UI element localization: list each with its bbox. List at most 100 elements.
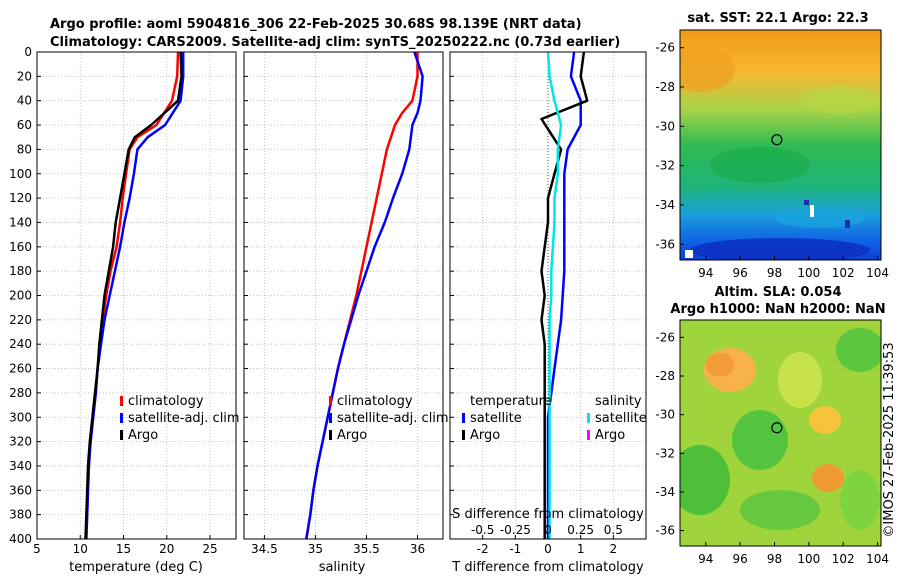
y-tick-label: 0 (24, 45, 32, 59)
difference-panel: -2 -1 0 1 2 S difference from climatology -0… (449, 51, 647, 575)
legend-argo: Argo (128, 428, 158, 443)
argo-line (84, 51, 183, 540)
sst-argo-marker (771, 134, 783, 146)
salinity-panel: 34.5 35 35.5 36 salinity climatology satell… (243, 51, 449, 575)
sst-map-title: sat. SST: 22.1 Argo: 22.3 (687, 11, 868, 26)
x-tick-label: 35.5 (353, 542, 380, 556)
top-tick-label: -0.5 (471, 523, 494, 537)
y-tick-label: 360 (9, 483, 32, 497)
x-tick-label: 34.5 (251, 542, 278, 556)
map-y-tick-label: -26 (655, 330, 675, 344)
map-x-tick-label: 96 (732, 552, 747, 566)
map-x-tick-label: 100 (797, 266, 820, 280)
map-y-tick-label: -26 (655, 41, 675, 55)
temperature-panel: 0 20 40 60 80 100 120 140 160 180 200 220 240 260 280 3… (9, 45, 240, 575)
top-tick-label: 0.25 (567, 523, 594, 537)
legend-t-argo: Argo (470, 428, 500, 443)
y-tick-label: 220 (9, 313, 32, 327)
y-tick-label: 80 (17, 142, 32, 156)
x-tick-label: -1 (509, 542, 521, 556)
top-tick-label: -0.25 (500, 523, 531, 537)
y-tick-label: 300 (9, 410, 32, 424)
x-tick-label: 2 (610, 542, 618, 556)
map-x-tick-label: 102 (832, 266, 855, 280)
map-y-tick-label: -34 (655, 198, 675, 212)
map-y-tick-label: -30 (655, 119, 675, 133)
sla-map-title-line2: Argo h1000: NaN h2000: NaN (670, 302, 885, 317)
x-tick-label: 36 (410, 542, 425, 556)
map-x-tick-label: 96 (732, 266, 747, 280)
map-x-tick-label: 104 (866, 266, 889, 280)
top-tick-label: 0.5 (604, 523, 623, 537)
sla-map: Altim. SLA: 0.054 Argo h1000: NaN h2000:… (655, 285, 889, 566)
sla-argo-marker (771, 422, 783, 434)
map-y-tick-label: -28 (655, 80, 675, 94)
temperature-satellite-line (546, 51, 582, 539)
y-tick-label: 60 (17, 118, 32, 132)
x-tick-label: 25 (202, 542, 217, 556)
x-tick-label: 1 (577, 542, 585, 556)
top-tick-label: 0 (544, 523, 552, 537)
x-tick-label: 0 (544, 542, 552, 556)
map-x-tick-label: 100 (797, 552, 820, 566)
timestamp-stamp: ©IMOS 27-Feb-2025 11:39:53 (882, 342, 897, 537)
map-y-tick-label: -30 (655, 408, 675, 422)
legend-t-satellite: satellite (470, 411, 522, 426)
legend-temperature: temperature (470, 394, 552, 409)
x-tick-label: -2 (477, 542, 489, 556)
sla-map-title-line1: Altim. SLA: 0.054 (715, 285, 842, 300)
x-tick-label: 5 (33, 542, 41, 556)
y-tick-label: 120 (9, 191, 32, 205)
y-tick-label: 140 (9, 215, 32, 229)
salinity-legend: climatology satellite-adj. clim Argo (329, 394, 449, 443)
map-y-tick-label: -32 (655, 446, 675, 460)
y-tick-label: 40 (17, 94, 32, 108)
figure-title-line1: Argo profile: aoml 5904816_306 22-Feb-20… (50, 17, 582, 32)
y-tick-label: 260 (9, 362, 32, 376)
legend-climatology: climatology (337, 394, 413, 409)
legend-satellite: satellite-adj. clim (128, 411, 240, 426)
y-tick-label: 20 (17, 69, 32, 83)
legend-satellite: satellite-adj. clim (337, 411, 449, 426)
y-tick-label: 380 (9, 508, 32, 522)
y-tick-label: 160 (9, 240, 32, 254)
salinity-xlabel: salinity (319, 560, 366, 575)
y-tick-label: 340 (9, 459, 32, 473)
x-tick-label: 10 (73, 542, 88, 556)
temperature-argo-line (540, 51, 589, 539)
x-tick-label: 20 (159, 542, 174, 556)
s-difference-xlabel: S difference from climatology (452, 507, 644, 522)
y-tick-label: 280 (9, 386, 32, 400)
figure-title-line2: Climatology: CARS2009. Satellite-adj cli… (50, 35, 620, 50)
map-y-tick-label: -32 (655, 159, 675, 173)
map-x-tick-label: 102 (832, 552, 855, 566)
legend-salinity: salinity (595, 394, 642, 409)
y-tick-label: 100 (9, 167, 32, 181)
difference-legend: temperature satellite Argo salinity sate… (462, 394, 647, 443)
x-tick-label: 35 (308, 542, 323, 556)
t-difference-xlabel: T difference from climatology (451, 560, 644, 575)
salinity-satellite-line (546, 51, 563, 539)
y-tick-label: 240 (9, 337, 32, 351)
map-y-tick-label: -36 (655, 524, 675, 538)
y-tick-label: 200 (9, 289, 32, 303)
legend-s-argo: Argo (595, 428, 625, 443)
map-y-tick-label: -36 (655, 237, 675, 251)
legend-argo: Argo (337, 428, 367, 443)
y-tick-label: 320 (9, 435, 32, 449)
temperature-legend: climatology satellite-adj. clim Argo (120, 394, 240, 443)
legend-s-satellite: satellite (595, 411, 647, 426)
sst-map: sat. SST: 22.1 Argo: 22.3 94 96 98 100 102 10… (655, 11, 889, 280)
map-x-tick-label: 94 (698, 266, 713, 280)
map-x-tick-label: 98 (767, 552, 782, 566)
y-tick-label: 400 (9, 532, 32, 546)
x-tick-label: 15 (116, 542, 131, 556)
satellite-adj-clim-line (305, 51, 424, 540)
temperature-xlabel: temperature (deg C) (69, 560, 203, 575)
map-x-tick-label: 94 (698, 552, 713, 566)
y-tick-label: 180 (9, 264, 32, 278)
map-y-tick-label: -28 (655, 369, 675, 383)
legend-climatology: climatology (128, 394, 204, 409)
map-y-tick-label: -34 (655, 485, 675, 499)
